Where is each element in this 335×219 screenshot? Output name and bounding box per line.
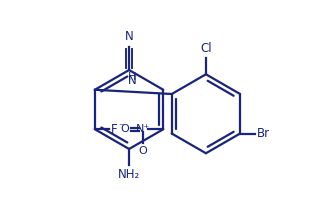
Text: NH₂: NH₂ (118, 168, 140, 181)
Text: N⁺: N⁺ (136, 124, 150, 134)
Text: O: O (139, 146, 147, 156)
Text: N: N (125, 30, 133, 43)
Text: H: H (128, 72, 136, 82)
Text: O: O (120, 124, 129, 134)
Text: ⁻: ⁻ (118, 123, 123, 132)
Text: F: F (111, 123, 117, 136)
Text: Br: Br (257, 127, 270, 140)
Text: N: N (128, 74, 137, 87)
Text: Cl: Cl (200, 42, 212, 55)
